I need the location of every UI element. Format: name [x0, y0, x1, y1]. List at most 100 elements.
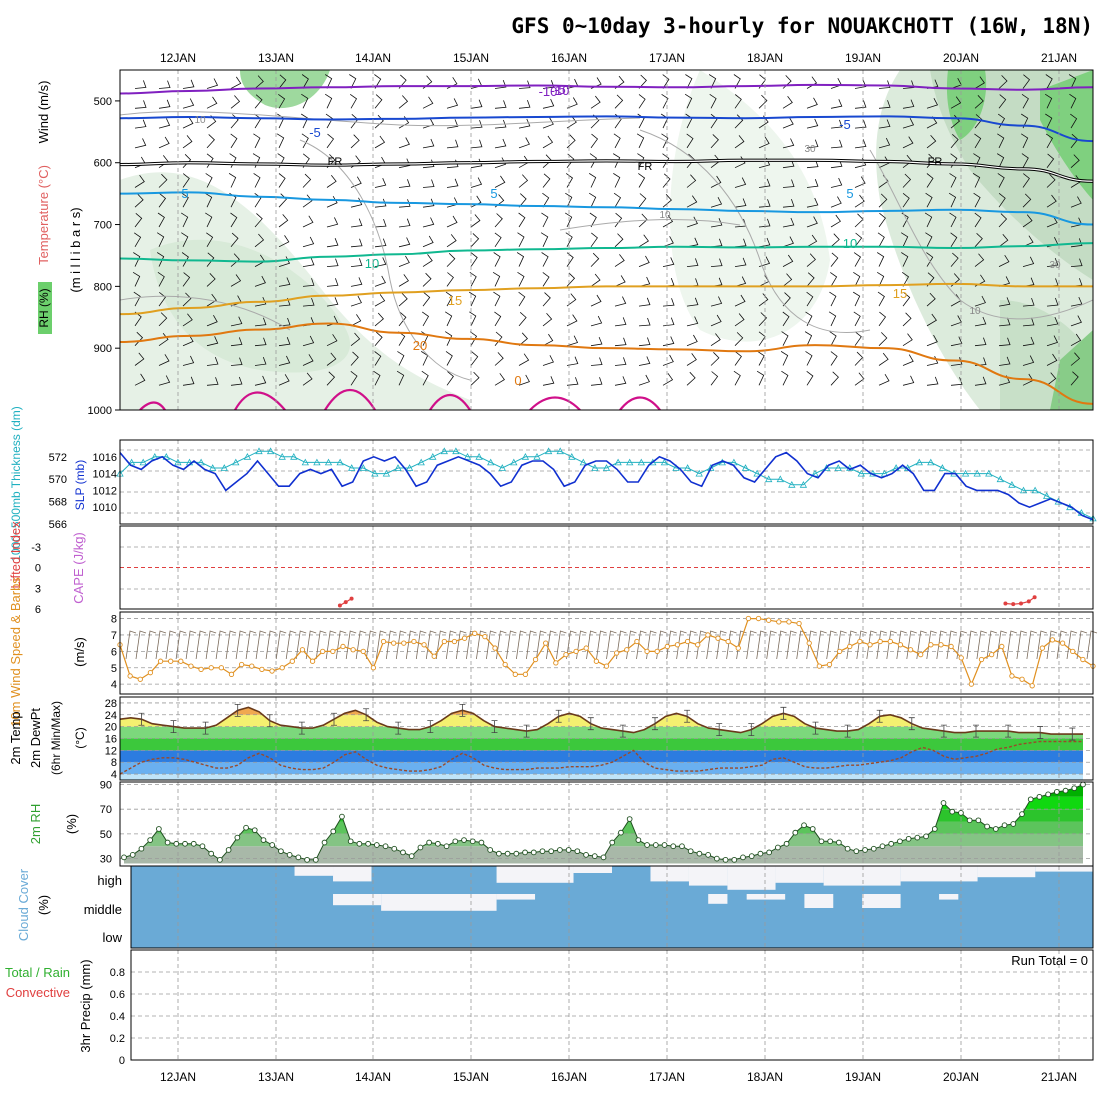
wind-barb: [326, 334, 338, 347]
rh-contour: [869, 149, 1093, 320]
wind-barb: [998, 337, 1011, 347]
wind-barb: [758, 218, 771, 228]
wind-barb: [877, 232, 885, 247]
rh-marker: [574, 848, 581, 855]
wind-barb: [398, 311, 407, 327]
wind-barb: [228, 173, 237, 188]
wind-units-label: (m/s): [72, 637, 87, 667]
wind-barb: [1046, 153, 1055, 168]
wind-barb: [926, 153, 935, 168]
wind-barb-10m: [806, 630, 817, 660]
slp-thickness-panel: 566 568 570 572 1010 1012 1014 1016 1000~500mb T…: [9, 406, 1097, 562]
temp-contour: [120, 191, 1093, 226]
minmax-whisker: [331, 712, 337, 726]
wind-barb: [924, 212, 933, 228]
temp-band: [120, 738, 1083, 751]
rh-marker: [644, 842, 650, 848]
wind-barb: [494, 138, 507, 149]
wind-speed-marker: [897, 642, 904, 648]
wind-barb: [782, 95, 793, 109]
wind-barb: [470, 351, 479, 366]
rh-marker: [958, 810, 964, 816]
wind-barb: [494, 331, 503, 346]
wind-barb: [350, 370, 358, 386]
wind-barb-10m: [405, 630, 417, 660]
wind-barb-10m: [235, 630, 247, 660]
minmax-whisker: [973, 724, 979, 738]
wind-barb: [950, 357, 963, 366]
wind-barb-10m: [215, 630, 227, 660]
wind-barb: [974, 295, 986, 307]
wind-barb: [830, 78, 842, 89]
wind-barb: [638, 173, 646, 188]
thickness-marker: [961, 469, 970, 477]
pressure-tick-label: 900: [94, 343, 112, 355]
wind-barb: [566, 335, 579, 347]
rh-marker: [687, 848, 694, 855]
thickness-marker: [776, 475, 784, 483]
wind-barb: [206, 153, 214, 168]
wind-barb: [1045, 74, 1053, 89]
high-cloud-gap: [573, 866, 612, 873]
wind-barb-10m: [786, 630, 797, 660]
wind-barb: [374, 294, 386, 307]
wind-barb: [829, 291, 837, 307]
wind-barb: [446, 371, 454, 386]
wind-barb: [182, 98, 195, 109]
wind-barb: [446, 197, 459, 208]
wind-barb-10m: [1046, 630, 1058, 660]
wind-barb: [397, 351, 405, 366]
wind-barb: [373, 370, 381, 386]
date-label-bottom: 18JAN: [747, 1070, 783, 1084]
wind-barb-10m: [445, 630, 457, 660]
wind-barb: [254, 275, 266, 287]
wind-barb: [324, 74, 333, 89]
wind-barb: [134, 119, 147, 129]
mid-cloud-gap: [333, 894, 382, 906]
wind-barb: [470, 99, 483, 109]
wind-barb: [470, 371, 480, 386]
rh-marker: [992, 826, 999, 832]
wind-barb: [806, 97, 818, 109]
slp-line: [119, 451, 1094, 521]
high-cloud-gap: [294, 866, 334, 876]
upper-air-panel: -10-5FR510152001030103010-5FR51015-10-5F…: [36, 69, 1094, 417]
wind-barb-10m: [1016, 630, 1028, 660]
thickness-marker: [232, 458, 240, 466]
wind-barb: [902, 375, 915, 386]
wind-speed-line: [119, 617, 1094, 687]
wind-barb: [444, 331, 453, 346]
rh-marker: [722, 856, 729, 863]
wind-barb: [1044, 93, 1053, 109]
minmax-whisker: [363, 708, 370, 722]
wind-barb: [1022, 317, 1035, 327]
wind-barb: [206, 134, 215, 149]
wind-barb: [445, 351, 453, 366]
wind-barb: [614, 376, 627, 386]
wind-barb: [516, 252, 525, 267]
rh-marker: [121, 854, 127, 861]
wind-speed-marker: [228, 671, 235, 677]
thickness-marker: [463, 452, 472, 460]
rh-contour: [639, 129, 871, 333]
wind-barb: [998, 75, 1008, 89]
wind-barb: [398, 292, 408, 307]
temp-tick-label: 12: [105, 745, 117, 757]
wind-barb: [252, 153, 261, 168]
wind-barb-10m: [596, 630, 607, 660]
wind-barb: [734, 198, 747, 208]
cloud-row-label: low: [102, 930, 122, 945]
wind-barb: [902, 118, 915, 129]
wind-barb: [1070, 352, 1081, 366]
thickness-marker: [348, 464, 356, 471]
wind-barb: [158, 312, 168, 327]
rh-marker: [1053, 789, 1060, 795]
wind-barb: [878, 119, 891, 129]
precip-tick-label: 0: [119, 1055, 125, 1067]
wind-barb: [900, 232, 909, 247]
rh-marker: [557, 847, 563, 853]
wind-barb: [662, 336, 675, 347]
wind-barb-10m: [936, 630, 947, 660]
wind-barb: [589, 153, 597, 168]
rh-marker: [147, 837, 154, 843]
